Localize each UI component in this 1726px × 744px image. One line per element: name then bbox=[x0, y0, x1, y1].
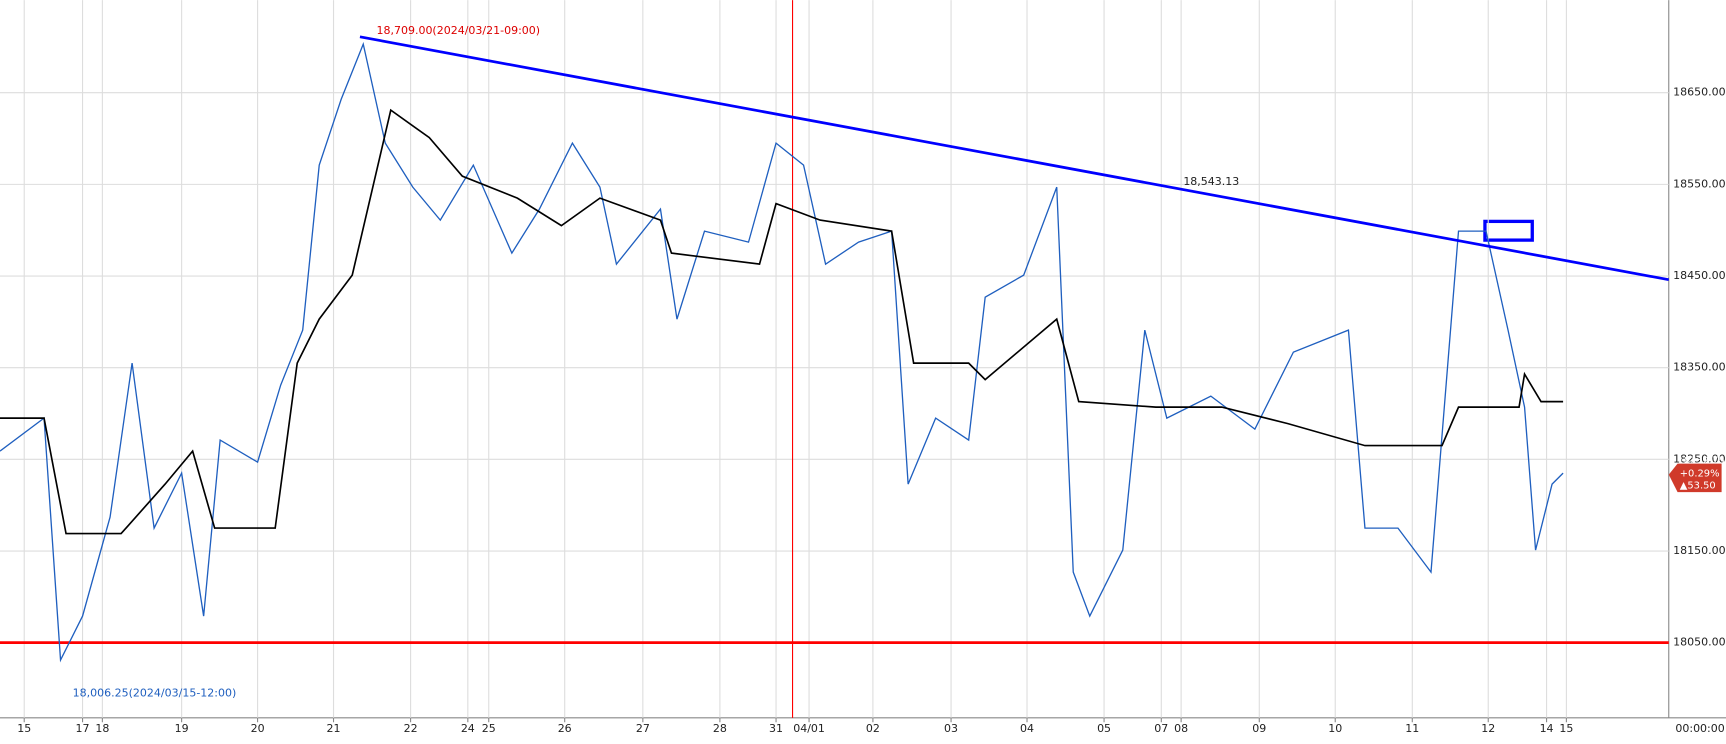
y-tick-label: 18150.00 bbox=[1673, 544, 1726, 557]
price-delta: ▲53.50 bbox=[1680, 481, 1716, 492]
x-tick-label: 31 bbox=[769, 722, 783, 735]
x-tick-label: 09 bbox=[1252, 722, 1266, 735]
x-tick-label: 22 bbox=[404, 722, 418, 735]
x-tick-label: 03 bbox=[944, 722, 958, 735]
x-tick-label: 17 bbox=[76, 722, 90, 735]
x-tick-label: 14 bbox=[1540, 722, 1554, 735]
high-annotation: 18,709.00(2024/03/21-09:00) bbox=[376, 24, 540, 37]
x-tick-label: 04 bbox=[1020, 722, 1034, 735]
y-tick-label: 18550.00 bbox=[1673, 177, 1726, 190]
trend-annotation: 18,543.13 bbox=[1183, 175, 1239, 188]
y-tick-label: 18050.00 bbox=[1673, 636, 1726, 649]
x-tick-label: 15 bbox=[17, 722, 31, 735]
x-tick-label: 25 bbox=[482, 722, 496, 735]
x-tick-label: 24 bbox=[461, 722, 475, 735]
x-tick-label: 28 bbox=[713, 722, 727, 735]
x-tick-label: 07 bbox=[1154, 722, 1168, 735]
trend-line bbox=[359, 35, 1670, 282]
price-change: +0.29% bbox=[1680, 468, 1720, 479]
x-tick-label: 19 bbox=[175, 722, 189, 735]
y-tick-label: 18350.00 bbox=[1673, 361, 1726, 374]
x-tick-label: 05 bbox=[1097, 722, 1111, 735]
x-tick-label: 27 bbox=[636, 722, 650, 735]
time-label: 00:00:00 bbox=[1675, 722, 1724, 735]
series-line bbox=[0, 41, 1564, 663]
x-tick-label: 18 bbox=[95, 722, 109, 735]
x-tick-label: 20 bbox=[251, 722, 265, 735]
price-box bbox=[1668, 463, 1722, 493]
x-tick-label: 04/01 bbox=[793, 722, 825, 735]
x-tick-label: 21 bbox=[327, 722, 341, 735]
y-tick-label: 18650.00 bbox=[1673, 86, 1726, 99]
x-tick-label: 15 bbox=[1559, 722, 1573, 735]
x-tick-label: 02 bbox=[866, 722, 880, 735]
x-tick-label: 11 bbox=[1405, 722, 1419, 735]
x-tick-label: 10 bbox=[1328, 722, 1342, 735]
x-tick-label: 08 bbox=[1174, 722, 1188, 735]
low-annotation: 18,006.25(2024/03/15-12:00) bbox=[73, 687, 237, 700]
y-tick-label: 18250.00 bbox=[1673, 452, 1726, 465]
x-tick-label: 12 bbox=[1481, 722, 1495, 735]
y-tick-label: 18450.00 bbox=[1673, 269, 1726, 282]
last-price: 18232.75 bbox=[1678, 455, 1725, 466]
series-line bbox=[0, 108, 1564, 535]
x-tick-label: 26 bbox=[558, 722, 572, 735]
